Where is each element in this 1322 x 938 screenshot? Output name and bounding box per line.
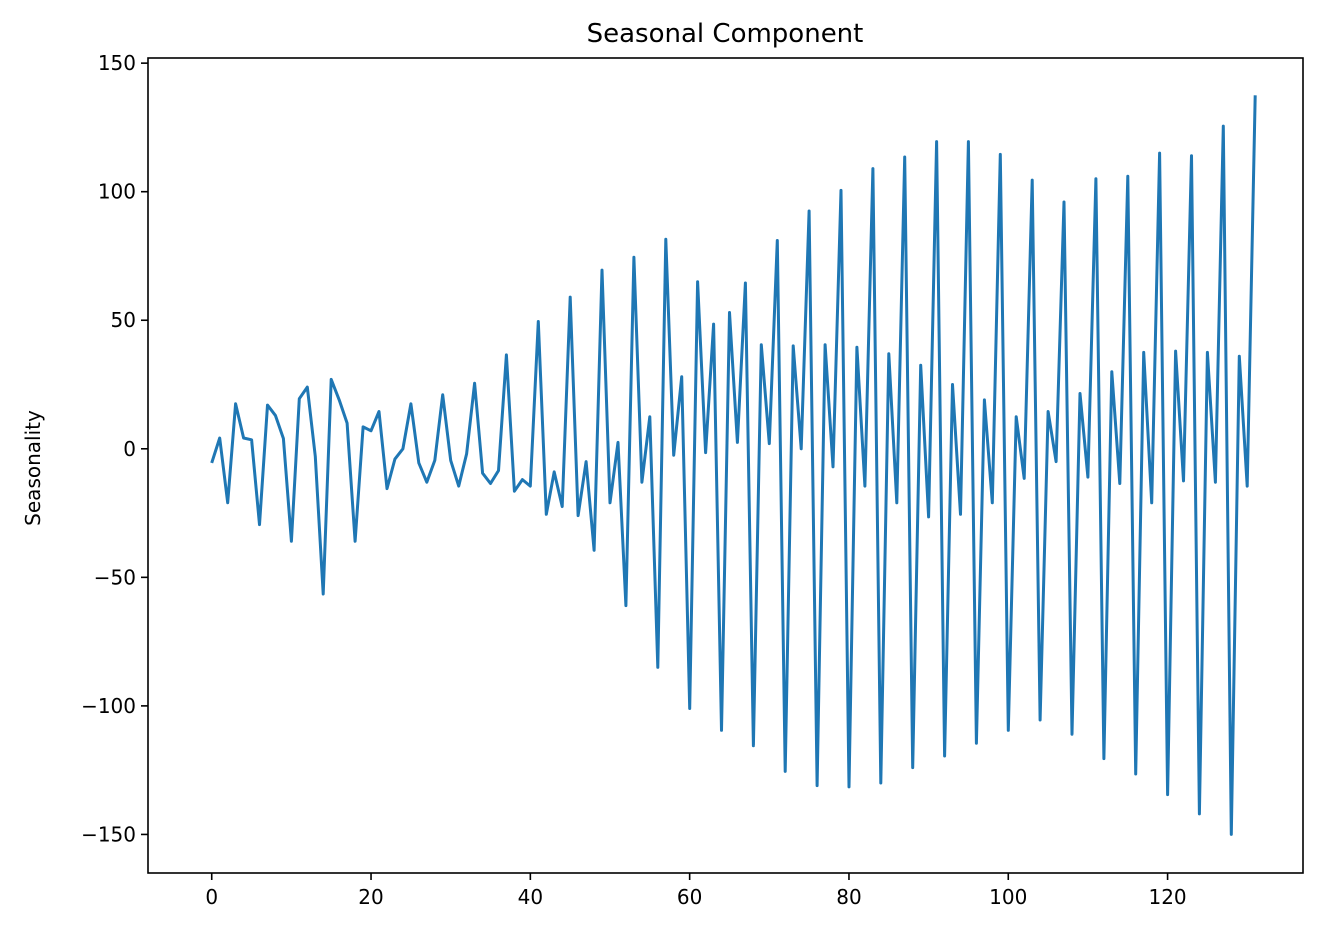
y-tick-label: 50 — [111, 308, 136, 332]
x-tick-label: 120 — [1148, 885, 1186, 909]
chart-title: Seasonal Component — [587, 19, 864, 49]
x-tick-label: 80 — [836, 885, 861, 909]
y-tick-label: −50 — [94, 565, 136, 589]
y-axis-label: Seasonality — [21, 410, 45, 526]
y-tick-label: 150 — [98, 51, 136, 75]
y-tick-label: 0 — [123, 437, 136, 461]
y-tick-label: −150 — [81, 822, 136, 846]
x-tick-label: 60 — [677, 885, 702, 909]
axes-frame — [147, 57, 1304, 874]
x-tick-label: 40 — [518, 885, 543, 909]
seasonality-series-line — [210, 95, 1257, 836]
x-tick-label: 100 — [989, 885, 1027, 909]
x-tick-label: 20 — [358, 885, 383, 909]
x-tick-label: 0 — [205, 885, 218, 909]
y-tick-label: 100 — [98, 180, 136, 204]
y-tick-label: −100 — [81, 694, 136, 718]
plot-area: 0 20 40 60 80 100 120 150 100 50 0 −50 −100 −150 — [81, 51, 1257, 909]
